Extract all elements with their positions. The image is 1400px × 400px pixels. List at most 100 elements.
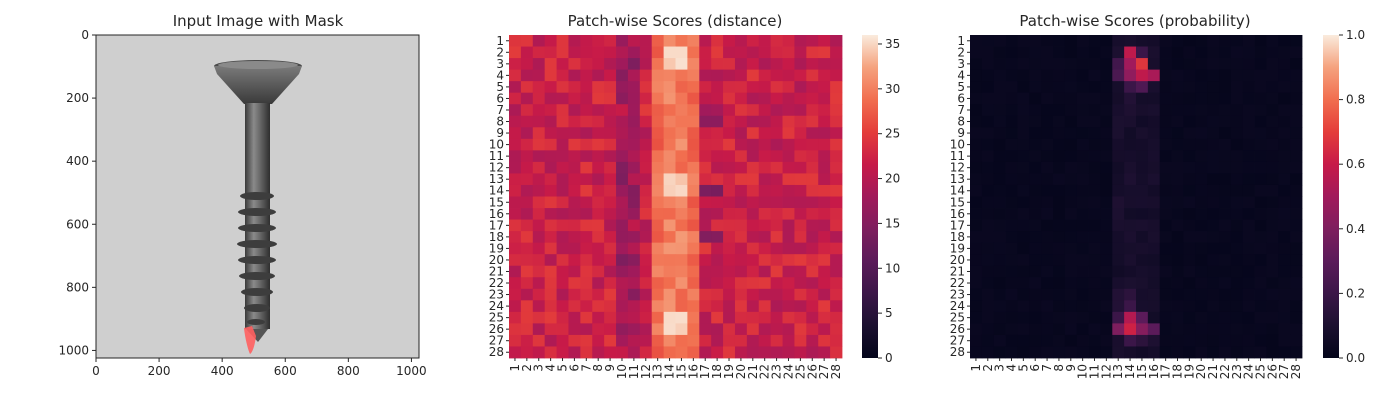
probability-heatmap-cell [1064, 300, 1078, 313]
distance-heatmap-cell [604, 46, 617, 59]
distance-heatmap-cell [616, 115, 629, 128]
probability-heatmap-cell [1100, 323, 1113, 336]
probability-heatmap-cell [1017, 35, 1030, 47]
distance-heatmap-cell [580, 288, 593, 301]
probability-heatmap-cell [970, 58, 983, 71]
probability-heatmap-cell [1290, 323, 1303, 336]
distance-heatmap-cell [770, 104, 783, 117]
distance-heatmap-cell [580, 265, 593, 278]
probability-heatmap-cell [1278, 254, 1291, 267]
distance-heatmap-y-tick-label: 6 [496, 91, 504, 105]
distance-heatmap-cell [782, 92, 795, 105]
probability-heatmap-cell [1254, 288, 1267, 301]
probability-heatmap-cell [1219, 311, 1232, 324]
probability-heatmap-cell [1219, 196, 1232, 209]
probability-heatmap-cell [1183, 254, 1196, 267]
probability-heatmap-cell [1147, 173, 1161, 186]
distance-heatmap-x-tick-label: 9 [603, 364, 617, 372]
probability-heatmap-cell [970, 265, 983, 278]
probability-heatmap-cell [1076, 254, 1089, 267]
distance-heatmap-cell [687, 254, 700, 267]
probability-heatmap-cell [1159, 311, 1172, 324]
probability-heatmap-cell [1017, 81, 1030, 94]
probability-heatmap-cell [1064, 208, 1078, 220]
distance-heatmap-cell [687, 334, 700, 347]
distance-heatmap-cell [544, 184, 557, 197]
distance-heatmap-cell [651, 254, 664, 267]
probability-heatmap-cell [1242, 138, 1255, 151]
distance-heatmap-cell [509, 58, 522, 71]
probability-heatmap-cell [1029, 69, 1042, 82]
probability-heatmap-cell [1183, 81, 1196, 94]
probability-heatmap-cell [1136, 161, 1149, 174]
distance-heatmap-cell [639, 346, 653, 359]
probability-heatmap-cell [1112, 254, 1125, 267]
probability-heatmap-cell [1171, 196, 1184, 209]
probability-heatmap-cell [1266, 242, 1279, 255]
distance-heatmap-cell [734, 104, 748, 117]
probability-heatmap-cell [993, 69, 1006, 82]
distance-heatmap-cell [699, 184, 712, 197]
probability-heatmap-cell [993, 288, 1006, 301]
distance-heatmap-cell [627, 196, 641, 209]
distance-heatmap-cell [782, 334, 795, 347]
distance-heatmap-cell [639, 81, 653, 94]
probability-heatmap-cell [1254, 150, 1267, 163]
probability-heatmap-x-tick-label: 28 [1289, 364, 1303, 379]
probability-heatmap-cell [1290, 334, 1303, 347]
distance-heatmap-y-tick-label: 12 [489, 161, 504, 175]
distance-heatmap-cell [699, 265, 712, 278]
probability-heatmap-cell [1242, 115, 1255, 128]
probability-heatmap-cell [1254, 231, 1267, 244]
distance-heatmap-cell [592, 127, 605, 140]
distance-heatmap-cell [568, 184, 581, 197]
distance-heatmap-cell [734, 254, 748, 267]
probability-heatmap-cell [1171, 219, 1184, 232]
distance-heatmap-cell [568, 115, 581, 128]
distance-heatmap-cell [818, 161, 831, 174]
probability-heatmap-y-tick-label: 20 [950, 253, 965, 267]
distance-heatmap-cell [675, 242, 688, 255]
probability-heatmap-cell [1290, 104, 1303, 117]
probability-heatmap-cell [1195, 69, 1208, 82]
probability-heatmap-cell [1112, 300, 1125, 313]
probability-heatmap-cell [1088, 92, 1101, 105]
distance-heatmap-cell [568, 231, 581, 244]
distance-heatmap-cell [794, 334, 807, 347]
distance-heatmap-cell [509, 92, 522, 105]
probability-heatmap-cell [1290, 35, 1303, 47]
probability-heatmap-cell [981, 138, 995, 151]
distance-heatmap-cell [616, 92, 629, 105]
distance-heatmap-cell [830, 69, 843, 82]
probability-heatmap-cell [1029, 92, 1042, 105]
distance-colorbar-tick-label: 30 [885, 82, 900, 96]
probability-heatmap-cell [1053, 265, 1066, 278]
probability-heatmap-cell [1029, 254, 1042, 267]
probability-heatmap-cell [1136, 231, 1149, 244]
probability-heatmap-cell [1136, 196, 1149, 209]
distance-heatmap-cell [723, 92, 736, 105]
probability-heatmap-cell [1076, 277, 1089, 290]
distance-heatmap-cell [663, 219, 676, 232]
probability-heatmap-cell [1147, 288, 1161, 301]
probability-heatmap-cell [1017, 288, 1030, 301]
probability-heatmap-cell [993, 277, 1006, 290]
distance-heatmap-cell [806, 288, 819, 301]
probability-heatmap-cell [1064, 35, 1078, 47]
probability-heatmap-cell [1053, 184, 1066, 197]
probability-heatmap-cell [1147, 81, 1161, 94]
distance-heatmap-cell [580, 104, 593, 117]
probability-heatmap-cell [1041, 334, 1054, 347]
distance-heatmap-cell [758, 127, 772, 140]
distance-heatmap-cell [663, 69, 676, 82]
distance-heatmap-cell [675, 184, 688, 197]
distance-heatmap-cell [580, 196, 593, 209]
distance-heatmap-cell [687, 231, 700, 244]
probability-heatmap-cell [1041, 208, 1054, 220]
probability-heatmap-cell [1183, 92, 1196, 105]
image-x-tick-label: 200 [148, 364, 171, 378]
probability-heatmap-cell [1124, 219, 1137, 232]
probability-heatmap-cell [1242, 35, 1255, 47]
image-y-tick-label: 400 [66, 154, 89, 168]
distance-heatmap-cell [580, 46, 593, 59]
